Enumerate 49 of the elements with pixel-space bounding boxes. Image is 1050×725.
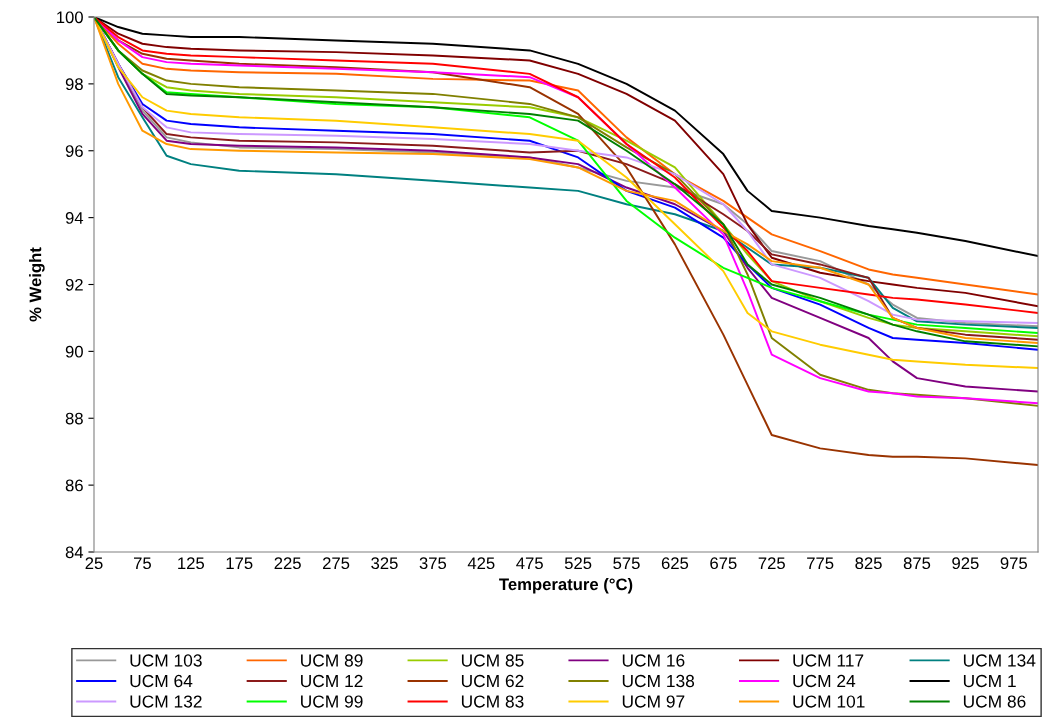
y-tick-label: 84 [65, 546, 84, 559]
y-tick-label: 96 [65, 145, 83, 157]
legend-label: UCM 89 [301, 654, 363, 667]
x-tick-label: 675 [710, 557, 737, 570]
y-tick-label: 94 [65, 212, 84, 224]
legend-label: UCM 132 [130, 695, 202, 708]
legend-label: UCM 99 [301, 695, 363, 708]
y-tick-label: 88 [65, 412, 83, 425]
y-tick-label: 86 [65, 479, 83, 492]
legend-label: UCM 97 [622, 695, 685, 708]
x-axis-title: Temperature (°C) [499, 577, 633, 594]
x-tick-label: 325 [371, 557, 398, 570]
x-tick-label: 725 [758, 557, 785, 570]
x-tick-label: 525 [564, 557, 592, 570]
y-tick-label: 90 [65, 345, 83, 358]
legend-label: UCM 134 [963, 654, 1036, 667]
x-tick-label: 775 [807, 557, 834, 570]
x-tick-label: 575 [613, 557, 640, 570]
y-tick-label: 92 [65, 278, 83, 291]
y-tick-label: 100 [57, 11, 83, 24]
legend-label: UCM 103 [130, 654, 202, 667]
legend-label: UCM 85 [461, 654, 524, 667]
legend-label: UCM 86 [963, 695, 1026, 708]
x-tick-label: 125 [178, 557, 205, 570]
x-tick-label: 175 [226, 557, 253, 570]
legend-label: UCM 83 [461, 695, 524, 708]
x-tick-label: 625 [661, 557, 689, 570]
x-tick-label: 925 [952, 557, 979, 570]
legend-label: UCM 62 [461, 674, 524, 688]
y-axis-title: % Weight [29, 247, 45, 322]
x-tick-label: 875 [903, 557, 931, 570]
x-tick-label: 375 [419, 557, 447, 570]
legend-label: UCM 117 [793, 654, 864, 667]
legend-label: UCM 16 [622, 654, 685, 667]
legend-label: UCM 24 [793, 674, 856, 688]
y-tick-label: 98 [65, 78, 83, 91]
x-tick-label: 475 [516, 557, 543, 570]
legend-label: UCM 1 [963, 674, 1016, 688]
legend-label: UCM 12 [301, 674, 363, 688]
x-tick-label: 425 [467, 557, 495, 570]
legend-label: UCM 101 [793, 695, 865, 708]
x-tick-label: 975 [1000, 557, 1027, 570]
legend-label: UCM 138 [622, 674, 695, 688]
x-tick-label: 75 [134, 557, 151, 570]
x-tick-label: 25 [85, 557, 103, 570]
x-tick-label: 275 [322, 557, 350, 570]
x-tick-label: 825 [855, 557, 882, 570]
x-tick-label: 225 [274, 557, 301, 570]
legend-label: UCM 64 [130, 674, 193, 688]
